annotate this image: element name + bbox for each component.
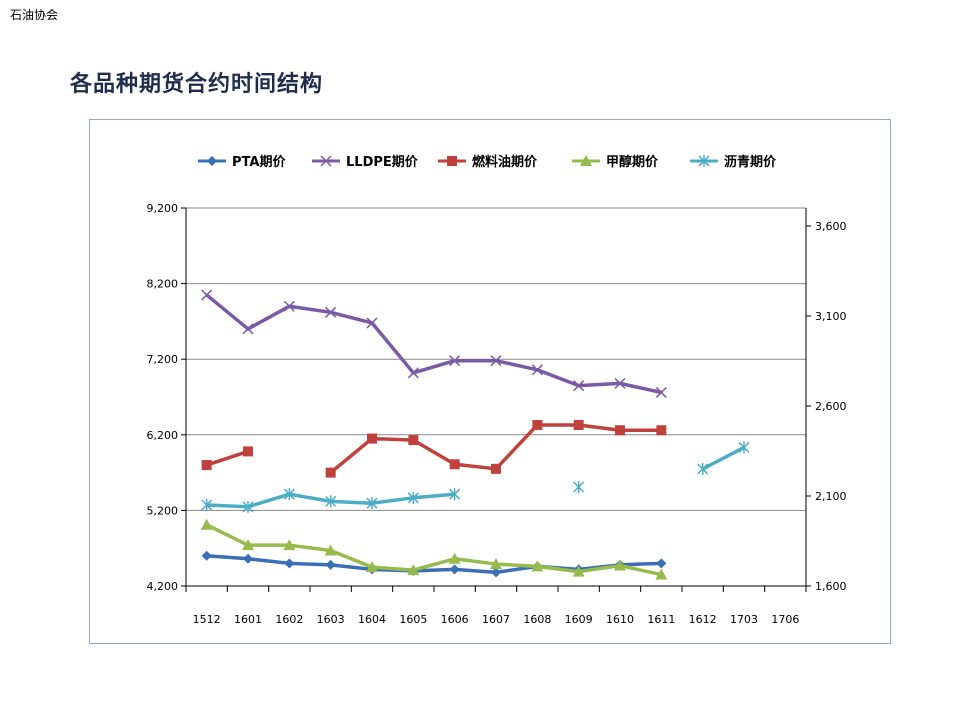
series-line bbox=[205, 293, 662, 395]
y-left-tick-label: 4,200 bbox=[147, 580, 179, 593]
data-point bbox=[325, 467, 336, 478]
data-point bbox=[243, 446, 253, 457]
line-chart: 4,200 5,200 6,200 7,200 8,200 9,200 1,600 2,100… bbox=[147, 154, 847, 626]
legend-marker bbox=[698, 155, 710, 167]
data-point bbox=[201, 460, 212, 471]
data-point bbox=[366, 561, 378, 573]
data-point bbox=[366, 317, 378, 329]
chart-frame: 4,200 5,200 6,200 7,200 8,200 9,200 1,600 2,100… bbox=[89, 119, 891, 644]
data-point bbox=[738, 441, 750, 454]
data-point bbox=[448, 552, 461, 564]
data-point bbox=[449, 355, 461, 367]
data-point bbox=[531, 364, 543, 376]
data-point bbox=[615, 425, 625, 436]
legend-label: 燃料油期价 bbox=[472, 154, 538, 170]
series-line bbox=[701, 445, 745, 471]
legend-marker bbox=[320, 155, 332, 167]
data-point bbox=[531, 560, 544, 572]
x-tick-label: 1604 bbox=[358, 613, 386, 626]
x-tick-label: 1603 bbox=[317, 613, 345, 626]
y-right-tick-label: 2,600 bbox=[815, 400, 847, 413]
data-point bbox=[325, 495, 337, 508]
data-point bbox=[408, 435, 419, 446]
data-point bbox=[655, 386, 667, 398]
y-right-tick-label: 1,600 bbox=[815, 580, 847, 593]
data-point bbox=[201, 289, 213, 301]
data-point bbox=[449, 459, 460, 470]
data-point bbox=[407, 367, 419, 379]
data-point bbox=[614, 559, 626, 571]
data-point bbox=[490, 355, 502, 367]
series-line bbox=[206, 554, 662, 575]
data-point bbox=[242, 539, 254, 551]
legend-label: PTA期价 bbox=[232, 155, 286, 170]
data-point bbox=[573, 481, 585, 493]
series-line bbox=[206, 449, 249, 467]
y-right-tick-label: 3,100 bbox=[815, 310, 847, 323]
legend-marker bbox=[447, 156, 457, 166]
data-point bbox=[242, 323, 254, 335]
data-point bbox=[407, 491, 419, 504]
data-point bbox=[449, 488, 461, 501]
data-point bbox=[532, 419, 543, 430]
data-point bbox=[656, 425, 667, 436]
y-right-tick-label: 3,600 bbox=[815, 220, 847, 233]
data-point bbox=[325, 559, 336, 570]
x-tick-label: 1706 bbox=[771, 613, 799, 626]
data-point bbox=[366, 497, 378, 510]
x-tick-label: 1608 bbox=[523, 613, 551, 626]
data-point bbox=[407, 564, 420, 576]
corner-label: 石油协会 bbox=[10, 8, 59, 22]
data-point bbox=[614, 377, 626, 389]
data-point bbox=[656, 558, 667, 569]
y-left-tick-label: 9,200 bbox=[147, 202, 179, 215]
data-point bbox=[324, 544, 337, 556]
data-point bbox=[284, 558, 295, 569]
data-point bbox=[367, 433, 377, 444]
data-point bbox=[697, 463, 709, 475]
x-tick-label: 1703 bbox=[730, 613, 758, 626]
data-point bbox=[201, 550, 212, 561]
legend-marker bbox=[580, 155, 592, 166]
data-point bbox=[573, 380, 585, 392]
data-point bbox=[572, 565, 585, 577]
legend-marker bbox=[207, 156, 217, 166]
legend-label: LLDPE期价 bbox=[346, 155, 419, 170]
data-point bbox=[490, 558, 502, 570]
legend-label: 甲醇期价 bbox=[606, 154, 659, 170]
y-left-tick-label: 5,200 bbox=[147, 504, 179, 517]
data-point bbox=[655, 568, 668, 580]
y-left-tick-label: 7,200 bbox=[147, 353, 179, 366]
data-point bbox=[283, 488, 295, 501]
data-point bbox=[283, 539, 296, 551]
data-point bbox=[491, 463, 501, 474]
x-tick-label: 1609 bbox=[565, 613, 593, 626]
data-point bbox=[242, 500, 254, 513]
data-point bbox=[573, 419, 584, 430]
data-point bbox=[201, 499, 213, 511]
x-tick-label: 1512 bbox=[193, 613, 221, 626]
series-line bbox=[205, 523, 662, 577]
y-left-tick-label: 8,200 bbox=[147, 278, 179, 291]
y-left-tick-label: 6,200 bbox=[147, 429, 179, 442]
x-tick-label: 1601 bbox=[234, 613, 262, 626]
data-point bbox=[200, 518, 213, 530]
x-tick-label: 1606 bbox=[441, 613, 469, 626]
data-point bbox=[283, 300, 295, 312]
legend-label: 沥青期价 bbox=[724, 154, 777, 170]
data-point bbox=[491, 567, 501, 578]
x-tick-label: 1610 bbox=[606, 613, 634, 626]
y-right-tick-label: 2,100 bbox=[815, 490, 847, 503]
data-point bbox=[243, 553, 253, 564]
data-point bbox=[449, 564, 460, 575]
x-tick-label: 1611 bbox=[647, 613, 675, 626]
page-title: 各品种期货合约时间结构 bbox=[70, 71, 324, 97]
x-tick-label: 1607 bbox=[482, 613, 510, 626]
x-tick-label: 1605 bbox=[399, 613, 427, 626]
data-point bbox=[325, 306, 337, 318]
x-tick-label: 1602 bbox=[275, 613, 303, 626]
x-tick-label: 1612 bbox=[689, 613, 717, 626]
